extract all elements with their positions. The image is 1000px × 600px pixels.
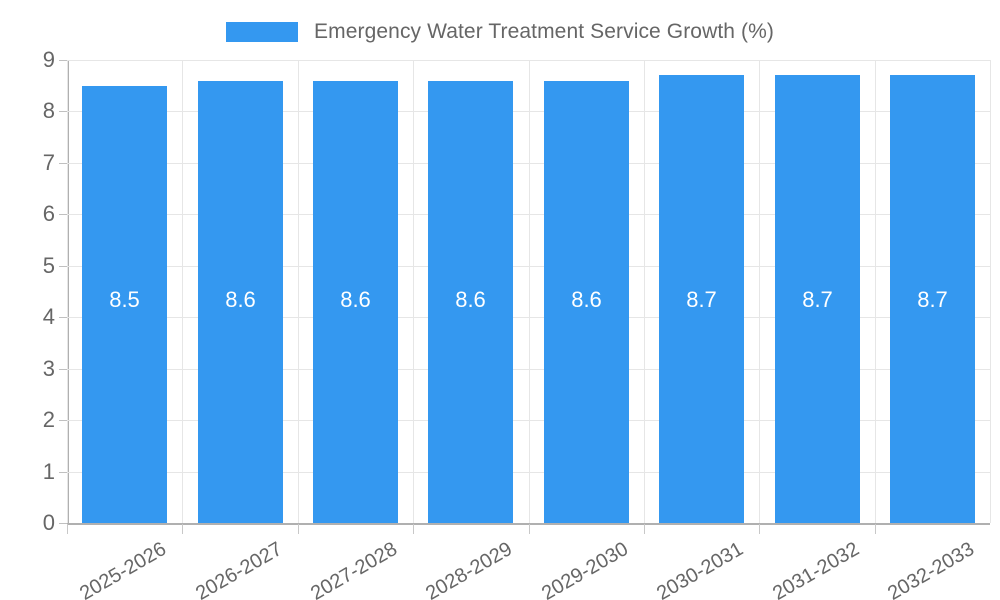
bar[interactable]: 8.6 xyxy=(313,80,398,523)
bar-value-label: 8.6 xyxy=(340,287,371,312)
y-axis-tick-mark xyxy=(59,420,67,422)
gridline-horizontal xyxy=(67,420,990,422)
y-axis-tick-label: 7 xyxy=(42,149,55,175)
y-axis-line xyxy=(67,60,69,524)
y-axis-tick-label: 2 xyxy=(42,407,55,433)
x-axis-tick-mark xyxy=(644,524,645,534)
gridline-horizontal xyxy=(67,162,990,164)
bar[interactable]: 8.7 xyxy=(659,75,744,523)
bar[interactable]: 8.7 xyxy=(890,75,975,523)
gridline-vertical xyxy=(990,60,991,523)
y-axis-tick-label: 4 xyxy=(42,304,55,330)
gridline-vertical xyxy=(67,60,68,523)
bar-value-label: 8.6 xyxy=(455,287,486,312)
y-axis-tick-label: 6 xyxy=(42,201,55,227)
gridline-vertical xyxy=(759,60,760,523)
bar-value-label: 8.7 xyxy=(917,287,948,312)
plot-area: 8.5 8.6 8.6 8.6 8.6 8.7 8.7 8.7 xyxy=(67,60,991,525)
x-axis-tick-mark xyxy=(67,524,68,534)
y-axis-tick-mark xyxy=(59,368,67,370)
x-axis-tick-mark xyxy=(875,524,876,534)
y-axis-tick-mark xyxy=(59,111,67,113)
y-axis-tick-label: 3 xyxy=(42,355,55,381)
gridline-horizontal xyxy=(67,471,990,473)
gridline-vertical xyxy=(413,60,414,523)
gridline-vertical xyxy=(875,60,876,523)
y-axis-tick-mark xyxy=(59,471,67,473)
gridline-horizontal xyxy=(67,111,990,113)
gridline-vertical xyxy=(298,60,299,523)
gridline-horizontal xyxy=(67,523,990,525)
gridline-horizontal xyxy=(67,214,990,216)
y-axis-tick-mark xyxy=(59,214,67,216)
bar-value-label: 8.6 xyxy=(571,287,602,312)
chart-legend: Emergency Water Treatment Service Growth… xyxy=(0,14,1000,50)
x-axis-tick-mark xyxy=(529,524,530,534)
y-axis-tick-labels: 0 1 2 3 4 5 6 7 8 9 xyxy=(0,0,55,600)
bar-value-label: 8.6 xyxy=(225,287,256,312)
y-axis-tick-mark xyxy=(59,162,67,164)
y-axis-tick-mark xyxy=(59,523,67,524)
y-axis-tick-mark xyxy=(59,60,67,61)
gridline-horizontal xyxy=(67,60,990,61)
x-axis-tick-mark xyxy=(298,524,299,534)
bar[interactable]: 8.6 xyxy=(198,80,283,523)
gridline-horizontal xyxy=(67,317,990,319)
gridline-horizontal xyxy=(67,368,990,370)
gridline-horizontal xyxy=(67,265,990,267)
bar[interactable]: 8.6 xyxy=(544,80,629,523)
y-axis-tick-mark xyxy=(59,265,67,267)
bar-value-label: 8.5 xyxy=(109,287,140,312)
x-axis-tick-mark xyxy=(759,524,760,534)
bar[interactable]: 8.7 xyxy=(775,75,860,523)
gridline-vertical xyxy=(644,60,645,523)
bar-value-label: 8.7 xyxy=(802,287,833,312)
y-axis-tick-label: 5 xyxy=(42,252,55,278)
y-axis-tick-label: 1 xyxy=(42,458,55,484)
x-axis-tick-mark xyxy=(182,524,183,534)
gridline-vertical xyxy=(182,60,183,523)
bar[interactable]: 8.5 xyxy=(82,85,167,523)
x-axis-tick-mark xyxy=(413,524,414,534)
gridline-vertical xyxy=(529,60,530,523)
y-axis-tick-label: 8 xyxy=(42,98,55,124)
legend-label: Emergency Water Treatment Service Growth… xyxy=(314,20,774,43)
bar-value-label: 8.7 xyxy=(686,287,717,312)
legend-color-swatch[interactable] xyxy=(226,22,299,42)
bar[interactable]: 8.6 xyxy=(428,80,513,523)
y-axis-tick-label: 9 xyxy=(42,47,55,72)
y-axis-tick-mark xyxy=(59,317,67,319)
y-axis-tick-label: 0 xyxy=(42,510,55,535)
